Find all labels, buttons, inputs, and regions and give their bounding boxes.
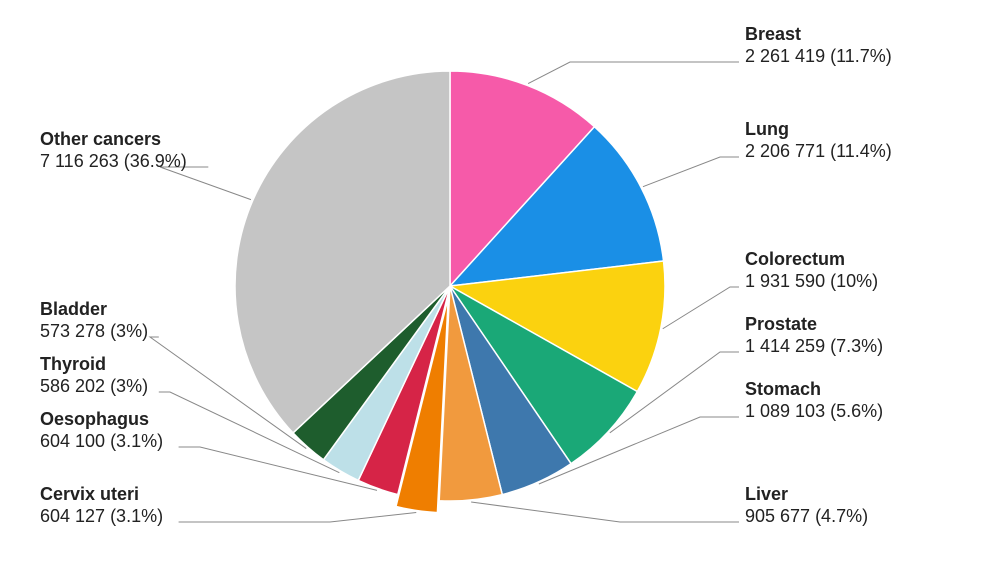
slice-label-value: 586 202 (3%) — [40, 376, 148, 396]
slice-label-name: Other cancers — [40, 129, 161, 149]
slice-label-value: 604 127 (3.1%) — [40, 506, 163, 526]
slice-label-name: Prostate — [745, 314, 817, 334]
slice-label-name: Oesophagus — [40, 409, 149, 429]
pie-svg: Breast2 261 419 (11.7%) Lung2 206 771 (11… — [0, 0, 1000, 573]
leader-line — [528, 62, 739, 84]
slice-label-value: 905 677 (4.7%) — [745, 506, 868, 526]
leader-line — [643, 157, 739, 187]
cancer-pie-chart: Breast2 261 419 (11.7%) Lung2 206 771 (11… — [0, 0, 1000, 573]
slice-label-name: Bladder — [40, 299, 107, 319]
slice-label-value: 1 931 590 (10%) — [745, 271, 878, 291]
slice-label-name: Liver — [745, 484, 788, 504]
leader-line — [471, 502, 739, 522]
slice-label-name: Cervix uteri — [40, 484, 139, 504]
slice-label-value: 7 116 263 (36.9%) — [40, 151, 187, 171]
slice-label-name: Thyroid — [40, 354, 106, 374]
leader-line — [179, 512, 417, 522]
slice-label-name: Stomach — [745, 379, 821, 399]
slice-label-value: 573 278 (3%) — [40, 321, 148, 341]
slice-label-name: Lung — [745, 119, 789, 139]
slice-label-value: 604 100 (3.1%) — [40, 431, 163, 451]
leader-line — [663, 287, 739, 329]
slice-label-value: 2 261 419 (11.7%) — [745, 46, 892, 66]
slice-label-name: Colorectum — [745, 249, 845, 269]
slice-label-value: 1 089 103 (5.6%) — [745, 401, 883, 421]
slice-label-value: 1 414 259 (7.3%) — [745, 336, 883, 356]
leader-line — [160, 167, 251, 200]
slice-label-name: Breast — [745, 24, 801, 44]
slice-label-value: 2 206 771 (11.4%) — [745, 141, 892, 161]
